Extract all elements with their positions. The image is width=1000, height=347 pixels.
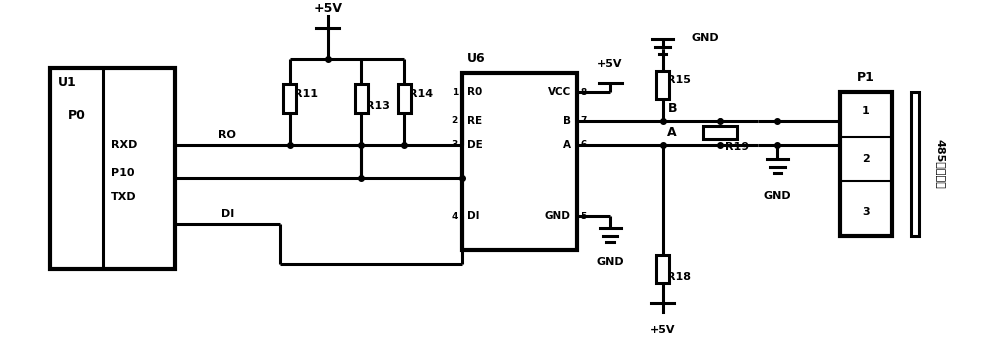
Text: P10: P10 xyxy=(111,168,134,178)
Text: GND: GND xyxy=(596,257,624,266)
Text: R0: R0 xyxy=(467,87,483,97)
Text: 7: 7 xyxy=(580,116,587,125)
Text: RXD: RXD xyxy=(111,140,137,150)
Bar xyxy=(703,126,737,139)
Text: +5V: +5V xyxy=(597,59,623,69)
Bar xyxy=(398,84,411,113)
Text: U6: U6 xyxy=(467,52,485,65)
Text: B: B xyxy=(667,102,677,115)
Text: RO: RO xyxy=(218,130,236,140)
Text: P0: P0 xyxy=(68,110,86,122)
Text: DI: DI xyxy=(221,209,234,219)
Text: A: A xyxy=(563,140,571,150)
Text: R14: R14 xyxy=(409,89,433,99)
Bar xyxy=(355,84,368,113)
Bar xyxy=(911,92,919,236)
Text: 4: 4 xyxy=(452,212,458,221)
Text: 2: 2 xyxy=(862,154,870,164)
Text: R19: R19 xyxy=(725,142,749,152)
Text: 3: 3 xyxy=(452,140,458,149)
Text: R18: R18 xyxy=(667,272,691,282)
Text: 3: 3 xyxy=(862,207,870,217)
Text: TXD: TXD xyxy=(111,192,136,202)
Bar xyxy=(840,92,892,236)
Text: GND: GND xyxy=(545,211,571,221)
Bar xyxy=(50,68,175,269)
Text: B: B xyxy=(563,116,571,126)
Text: 485总线接口: 485总线接口 xyxy=(935,139,945,189)
Text: VCC: VCC xyxy=(548,87,571,97)
Text: U1: U1 xyxy=(58,76,77,89)
Text: 6: 6 xyxy=(580,140,587,149)
Bar xyxy=(462,73,577,250)
Bar xyxy=(283,84,296,113)
Text: P1: P1 xyxy=(857,71,875,84)
Text: 5: 5 xyxy=(580,212,587,221)
Text: 8: 8 xyxy=(580,87,587,96)
Text: +5V: +5V xyxy=(650,324,675,335)
Text: +5V: +5V xyxy=(313,2,342,15)
Text: 2: 2 xyxy=(452,116,458,125)
Text: A: A xyxy=(667,126,677,139)
Text: GND: GND xyxy=(764,191,791,201)
Text: RE: RE xyxy=(467,116,483,126)
Text: GND: GND xyxy=(691,33,719,43)
Text: 1: 1 xyxy=(452,87,458,96)
Text: R11: R11 xyxy=(294,89,318,99)
Bar xyxy=(656,255,669,283)
Text: R13: R13 xyxy=(366,101,390,111)
Text: DI: DI xyxy=(467,211,480,221)
Bar xyxy=(656,70,669,99)
Text: 1: 1 xyxy=(862,106,870,116)
Text: DE: DE xyxy=(467,140,483,150)
Text: R15: R15 xyxy=(667,75,691,85)
